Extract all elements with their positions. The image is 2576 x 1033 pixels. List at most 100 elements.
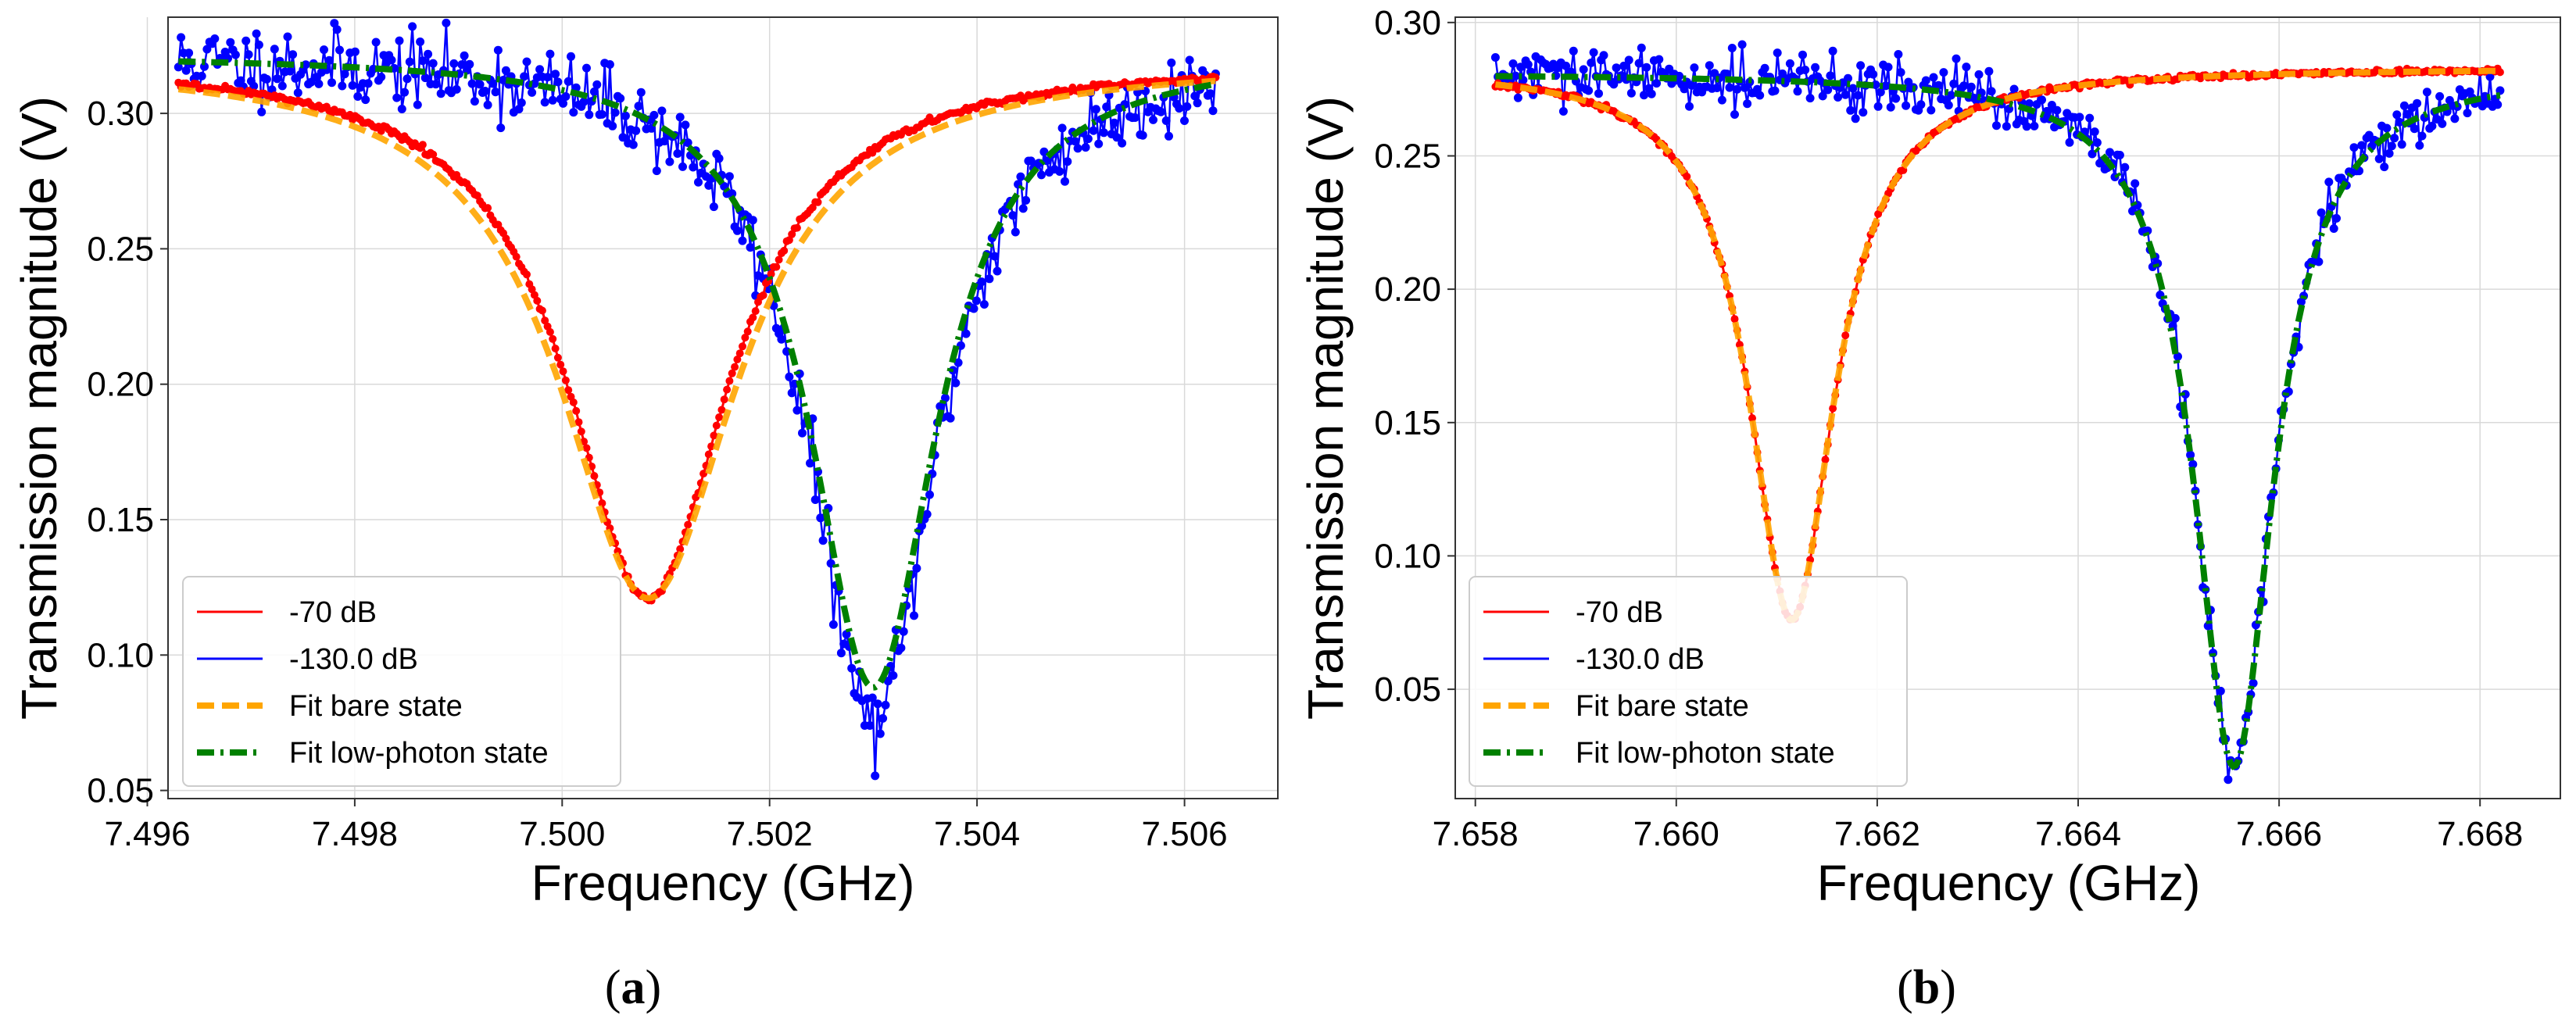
data-point-high-power [732, 226, 742, 235]
data-point-low-power [523, 270, 531, 279]
data-point-high-power [621, 111, 630, 120]
data-point-high-power [1785, 59, 1794, 68]
data-point-high-power [1730, 110, 1739, 119]
data-point-high-power [1834, 93, 1843, 102]
data-point-high-power [528, 88, 537, 97]
data-point-low-power [2496, 68, 2504, 77]
fit-line-bare-state [177, 77, 1216, 602]
data-point-high-power [608, 121, 617, 130]
data-point-high-power [2435, 91, 2445, 101]
data-point-high-power [174, 63, 183, 72]
x-tick-label: 7.664 [2035, 815, 2121, 853]
data-point-high-power [327, 78, 336, 88]
data-point-high-power [636, 88, 646, 97]
data-point-low-power [559, 367, 567, 376]
data-point-high-power [1952, 54, 1961, 63]
data-point-high-power [1073, 144, 1082, 153]
data-point-high-power [1018, 204, 1028, 213]
data-point-high-power [889, 671, 898, 680]
x-tick-label: 7.506 [1142, 815, 1228, 853]
x-tick-label: 7.498 [312, 815, 398, 853]
data-point-high-power [392, 93, 402, 102]
data-point-high-power [1071, 137, 1080, 146]
data-point-high-power [714, 154, 724, 163]
data-point-high-power [1826, 71, 1835, 80]
data-point-high-power [1057, 123, 1067, 133]
data-point-high-power [517, 98, 526, 107]
data-point-high-power [1161, 116, 1171, 125]
data-point-high-power [1167, 58, 1176, 67]
data-point-high-power [2065, 138, 2074, 147]
data-point-high-power [675, 113, 685, 122]
data-point-high-power [1063, 157, 1072, 166]
data-point-high-power [847, 663, 857, 673]
data-point-high-power [618, 133, 628, 142]
data-point-low-power [731, 363, 739, 371]
data-point-high-power [1916, 100, 1926, 109]
data-point-low-power [735, 349, 744, 358]
data-point-high-power [792, 406, 802, 415]
data-point-high-power [1717, 95, 1726, 105]
data-point-high-power [597, 109, 606, 119]
data-point-high-power [912, 563, 921, 573]
data-point-high-power [883, 677, 893, 686]
data-point-high-power [1841, 90, 1850, 99]
data-point-low-power [772, 263, 781, 271]
data-point-high-power [420, 73, 430, 83]
data-point-high-power [657, 106, 667, 116]
data-point-low-power [1748, 414, 1756, 423]
data-point-high-power [777, 334, 786, 344]
data-point-high-power [969, 304, 979, 313]
x-tick-label: 7.662 [1834, 815, 1920, 853]
data-point-high-power [785, 372, 794, 381]
data-point-low-power [484, 204, 492, 213]
data-point-high-power [1873, 102, 1883, 111]
data-point-low-power [561, 376, 570, 384]
data-point-high-power [738, 236, 747, 245]
data-point-high-power [828, 620, 838, 629]
x-tick-label: 7.496 [104, 815, 190, 853]
data-point-high-power [2329, 224, 2338, 233]
panel-a-caption: (a) [605, 961, 661, 1014]
data-point-high-power [1755, 91, 1765, 100]
data-point-high-power [535, 65, 545, 74]
data-point-low-power [569, 398, 578, 406]
data-point-high-power [431, 80, 441, 89]
data-point-low-power [564, 386, 573, 395]
data-point-high-power [1569, 46, 1578, 55]
data-point-high-power [483, 100, 492, 109]
data-point-high-power [1712, 84, 1722, 92]
data-point-low-power [684, 520, 692, 529]
data-point-high-power [242, 36, 251, 45]
data-point-high-power [2438, 119, 2447, 128]
data-point-high-power [2052, 105, 2062, 115]
data-point-high-power [350, 47, 360, 56]
data-point-high-power [649, 110, 659, 120]
data-point-low-power [574, 418, 583, 427]
data-point-high-power [2115, 151, 2124, 159]
data-point-high-power [1947, 91, 1955, 100]
data-point-high-power [1206, 89, 1215, 98]
data-point-high-power [806, 459, 814, 468]
data-point-high-power [971, 296, 981, 306]
data-point-high-power [254, 40, 263, 49]
data-point-high-power [896, 643, 906, 652]
data-point-high-power [428, 59, 438, 68]
data-point-high-power [288, 50, 298, 59]
panel-a-y-ticks: 0.05 0.10 0.15 0.20 0.25 0.30 [87, 95, 168, 810]
data-point-high-power [395, 36, 404, 45]
data-point-high-power [1801, 66, 1810, 74]
panel-b-legend-label-high-power: -130.0 dB [1576, 643, 1705, 676]
data-point-high-power [1823, 85, 1833, 95]
data-point-high-power [348, 80, 357, 90]
data-point-high-power [1037, 170, 1046, 180]
data-point-high-power [543, 73, 553, 82]
y-tick-label: 0.25 [87, 230, 154, 268]
data-point-high-power [2382, 123, 2392, 133]
data-point-high-power [2349, 143, 2359, 152]
x-tick-label: 7.666 [2236, 815, 2322, 853]
data-point-high-power [402, 74, 412, 84]
data-point-high-power [1894, 50, 1903, 59]
data-point-high-power [332, 25, 342, 34]
data-point-high-power [951, 378, 961, 388]
